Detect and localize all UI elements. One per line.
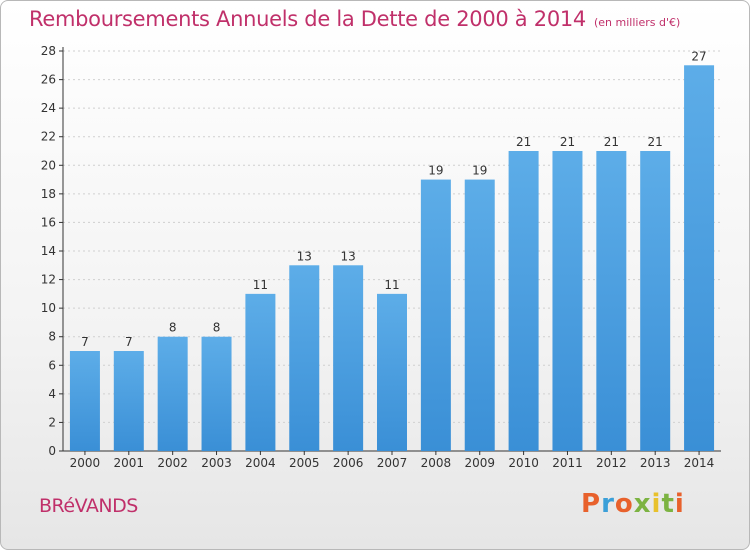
data-label-2014: 27 bbox=[691, 49, 706, 63]
logo-letter: r bbox=[601, 489, 615, 519]
x-tick-label-2014: 2014 bbox=[684, 456, 715, 470]
bar-2014 bbox=[684, 65, 715, 452]
bar-2010 bbox=[508, 151, 539, 451]
data-label-2007: 11 bbox=[384, 278, 399, 292]
y-tick-label: 4 bbox=[48, 387, 56, 401]
bar-2013 bbox=[640, 151, 671, 451]
y-tick-label: 14 bbox=[41, 244, 56, 258]
y-tick-label: 22 bbox=[41, 130, 56, 144]
y-tick-label: 26 bbox=[41, 73, 56, 87]
logo-letter: o bbox=[614, 489, 634, 519]
y-tick-label: 20 bbox=[41, 158, 56, 172]
data-label-2008: 19 bbox=[428, 164, 443, 178]
logo-letter: i bbox=[674, 489, 685, 519]
y-tick-label: 16 bbox=[41, 215, 56, 229]
y-tick-label: 10 bbox=[41, 301, 56, 315]
data-label-2010: 21 bbox=[516, 135, 531, 149]
data-label-2005: 13 bbox=[297, 249, 312, 263]
y-tick-label: 12 bbox=[41, 273, 56, 287]
x-tick-label-2002: 2002 bbox=[157, 456, 188, 470]
bar-2000 bbox=[69, 351, 100, 451]
bar-2005 bbox=[289, 265, 320, 451]
y-tick-label: 18 bbox=[41, 187, 56, 201]
x-tick-label-2004: 2004 bbox=[245, 456, 276, 470]
y-tick-label: 8 bbox=[48, 330, 56, 344]
bar-2006 bbox=[333, 265, 364, 451]
bar-2011 bbox=[552, 151, 583, 451]
data-label-2013: 21 bbox=[648, 135, 663, 149]
x-tick-label-2008: 2008 bbox=[421, 456, 452, 470]
bar-2004 bbox=[245, 293, 276, 451]
data-label-2011: 21 bbox=[560, 135, 575, 149]
y-tick-label: 28 bbox=[41, 44, 56, 58]
x-tick-label-2001: 2001 bbox=[114, 456, 145, 470]
data-label-2006: 13 bbox=[340, 249, 355, 263]
data-label-2001: 7 bbox=[125, 335, 133, 349]
bar-2009 bbox=[464, 179, 495, 452]
proxiti-logo: Proxiti bbox=[581, 489, 685, 519]
chart-unit-label: (en milliers d'€) bbox=[594, 16, 681, 29]
logo-letter: i bbox=[651, 489, 662, 519]
data-label-2000: 7 bbox=[81, 335, 89, 349]
logo-letter: t bbox=[661, 489, 675, 519]
chart-title: Remboursements Annuels de la Dette de 20… bbox=[29, 7, 680, 31]
x-tick-label-2003: 2003 bbox=[201, 456, 232, 470]
data-label-2009: 19 bbox=[472, 164, 487, 178]
bar-2003 bbox=[201, 336, 232, 451]
bar-2012 bbox=[596, 151, 627, 451]
data-label-2004: 11 bbox=[253, 278, 268, 292]
bar-2002 bbox=[157, 336, 188, 451]
x-tick-label-2005: 2005 bbox=[289, 456, 320, 470]
x-tick-label-2006: 2006 bbox=[333, 456, 364, 470]
x-tick-label-2000: 2000 bbox=[70, 456, 101, 470]
x-tick-label-2012: 2012 bbox=[596, 456, 627, 470]
y-tick-label: 0 bbox=[48, 444, 56, 458]
x-tick-label-2007: 2007 bbox=[377, 456, 408, 470]
x-tick-label-2013: 2013 bbox=[640, 456, 671, 470]
data-label-2012: 21 bbox=[604, 135, 619, 149]
bar-2001 bbox=[113, 351, 144, 451]
y-tick-label: 6 bbox=[48, 358, 56, 372]
bar-2007 bbox=[377, 293, 407, 451]
y-tick-label: 2 bbox=[48, 415, 56, 429]
data-label-2003: 8 bbox=[213, 321, 221, 335]
commune-name: BRéVANDS bbox=[39, 495, 138, 517]
x-tick-label-2011: 2011 bbox=[552, 456, 583, 470]
logo-letter: P bbox=[581, 489, 602, 519]
bar-2008 bbox=[420, 179, 451, 452]
y-tick-label: 24 bbox=[41, 101, 56, 115]
x-tick-label-2009: 2009 bbox=[464, 456, 495, 470]
chart-title-text: Remboursements Annuels de la Dette de 20… bbox=[29, 7, 586, 31]
x-tick-label-2010: 2010 bbox=[508, 456, 539, 470]
logo-letter: x bbox=[633, 489, 652, 519]
data-label-2002: 8 bbox=[169, 321, 177, 335]
